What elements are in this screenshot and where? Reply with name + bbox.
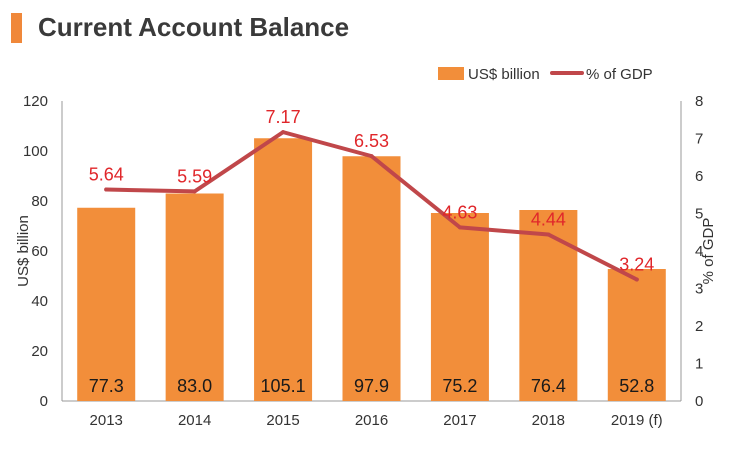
gdp-point: [457, 225, 462, 230]
bar: [430, 213, 489, 401]
gdp-point: [546, 232, 551, 237]
y-tick-label-right: 0: [695, 393, 703, 410]
x-tick-label: 2014: [178, 412, 211, 429]
gdp-point: [281, 130, 286, 135]
y-tick-label-right: 8: [695, 93, 703, 110]
y-tick-label-left: 100: [23, 143, 48, 160]
bar-value-label: 77.3: [89, 376, 124, 396]
gdp-point: [369, 154, 374, 159]
y-tick-label-left: 0: [40, 393, 48, 410]
x-tick-label: 2019 (f): [611, 412, 663, 429]
gdp-value-label: 7.17: [266, 107, 301, 127]
y-tick-label-right: 3: [695, 281, 703, 298]
bar: [165, 193, 224, 401]
bar-value-label: 75.2: [442, 376, 477, 396]
bar-value-label: 105.1: [261, 376, 306, 396]
x-tick-label: 2016: [355, 412, 388, 429]
gdp-value-label: 5.59: [177, 166, 212, 186]
bar: [254, 138, 313, 401]
x-tick-label: 2017: [443, 412, 476, 429]
gdp-value-label: 4.44: [531, 210, 566, 230]
bar: [607, 269, 666, 401]
y-tick-label-right: 1: [695, 356, 703, 373]
legend-label-line: % of GDP: [586, 66, 653, 83]
title-bar: Current Account Balance: [0, 10, 750, 46]
y-tick-label-right: 4: [695, 243, 703, 260]
x-tick-label: 2018: [532, 412, 565, 429]
y-tick-label-left: 80: [31, 193, 48, 210]
legend-label-bar: US$ billion: [468, 66, 540, 83]
y-tick-label-right: 6: [695, 168, 703, 185]
gdp-value-label: 6.53: [354, 131, 389, 151]
y-tick-label-right: 2: [695, 318, 703, 335]
gdp-value-label: 3.24: [619, 255, 654, 275]
y-tick-label-right: 5: [695, 206, 703, 223]
bar: [342, 156, 401, 401]
gdp-point: [192, 189, 197, 194]
y-axis-title-right: % of GDP: [700, 218, 717, 285]
legend-swatch-bar: [438, 67, 464, 80]
y-axis-title-left: US$ billion: [15, 215, 32, 287]
y-tick-label-left: 120: [23, 93, 48, 110]
gdp-point: [634, 277, 639, 282]
bar-value-label: 83.0: [177, 376, 212, 396]
bar-value-label: 97.9: [354, 376, 389, 396]
bar: [77, 207, 136, 401]
x-tick-label: 2015: [266, 412, 299, 429]
y-tick-label-left: 60: [31, 243, 48, 260]
bar: [519, 210, 578, 401]
y-tick-label-left: 40: [31, 293, 48, 310]
chart-title: Current Account Balance: [38, 12, 350, 42]
y-tick-label-left: 20: [31, 343, 48, 360]
gdp-value-label: 5.64: [89, 165, 124, 185]
title-accent-bar: [11, 13, 22, 43]
y-tick-label-right: 7: [695, 131, 703, 148]
bar-value-label: 76.4: [531, 376, 566, 396]
gdp-value-label: 4.63: [442, 202, 477, 222]
gdp-point: [104, 187, 109, 192]
x-tick-label: 2013: [90, 412, 123, 429]
bar-value-label: 52.8: [619, 376, 654, 396]
